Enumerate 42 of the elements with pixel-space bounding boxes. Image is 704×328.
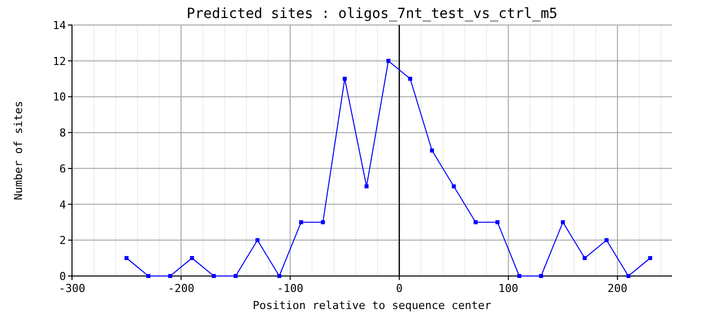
point <box>146 274 150 278</box>
y-axis-title: Number of sites <box>12 100 25 200</box>
y-tick-label: 14 <box>52 19 66 32</box>
point <box>560 220 565 224</box>
point <box>582 256 587 260</box>
point <box>539 274 544 278</box>
y-tick-label: 8 <box>59 126 66 140</box>
point <box>648 256 652 260</box>
x-tick-label: -100 <box>276 282 304 295</box>
x-tick-label: 100 <box>498 282 518 295</box>
point <box>320 220 325 224</box>
point <box>474 220 478 224</box>
x-axis-title: Position relative to sequence center <box>252 299 492 312</box>
x-tick-label: -300 <box>58 282 86 295</box>
y-tick-label: 6 <box>59 162 66 176</box>
point <box>255 238 260 242</box>
point <box>386 58 390 63</box>
point <box>495 220 500 224</box>
point <box>299 220 304 224</box>
point <box>517 274 522 278</box>
y-tick-label: 10 <box>52 90 66 104</box>
chart-title: Predicted sites : oligos_7nt_test_vs_ctrl_m5 <box>186 6 558 22</box>
point <box>277 274 282 278</box>
point <box>430 148 434 152</box>
point <box>124 256 129 260</box>
x-tick-label: 0 <box>396 282 403 295</box>
point <box>408 76 412 81</box>
point <box>364 184 369 188</box>
point <box>234 274 238 278</box>
y-tick-label: 2 <box>59 234 66 248</box>
point <box>626 274 630 278</box>
point <box>168 274 172 278</box>
point <box>604 238 609 242</box>
y-tick-label: 4 <box>59 198 66 212</box>
y-tick-label: 12 <box>52 54 66 68</box>
point <box>342 76 347 81</box>
point <box>190 256 194 260</box>
point <box>452 184 456 188</box>
x-tick-label: -200 <box>168 282 194 295</box>
y-tick-label: 0 <box>59 270 66 283</box>
point <box>212 274 216 278</box>
x-tick-label: 200 <box>608 282 628 295</box>
